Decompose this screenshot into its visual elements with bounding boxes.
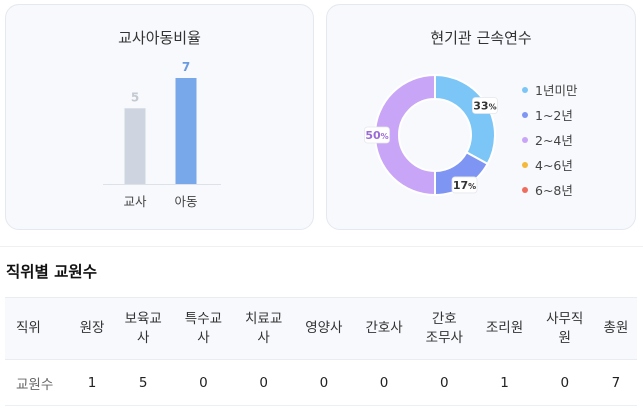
tenure-legend-item: 4~6년 [522, 152, 577, 177]
staff-table-header: 직위 원장 보육교 사 특수교 사 치료교 사 영양사 간호사 간호 조무사 조리원 사무직 원 총원 [5, 297, 637, 360]
tenure-legend-item: 2~4년 [522, 127, 577, 152]
staff-table-body: 교원수 1 5 0 0 0 0 0 1 0 7 [5, 359, 637, 406]
staff-table-header-cell: 간호 조무사 [414, 297, 475, 360]
staff-table-cell: 7 [594, 359, 637, 406]
staff-table-header-cell: 직위 [5, 297, 71, 360]
tenure-legend-label: 1년미만 [535, 83, 578, 98]
tenure-legend-item: 6~8년 [522, 177, 577, 202]
ratio-bar-chart: 5 교사 7 아동 [103, 60, 221, 209]
staff-table-cell: 0 [534, 359, 595, 406]
legend-dot-icon [522, 161, 528, 168]
legend-dot-icon [522, 111, 528, 118]
svg-text:50%: 50% [365, 129, 388, 142]
svg-text:17%: 17% [453, 179, 476, 192]
legend-dot-icon [522, 186, 528, 193]
ratio-category-label: 교사 [123, 194, 147, 209]
staff-table-header-cell: 총원 [594, 297, 637, 360]
ratio-category-label: 아동 [174, 194, 197, 209]
staff-table-cell: 1 [474, 359, 535, 406]
staff-table-cell: 0 [414, 359, 475, 406]
staff-table-cell: 5 [113, 359, 174, 406]
staff-table-header-cell: 영양사 [293, 297, 354, 360]
staff-table-cell: 1 [71, 359, 114, 406]
tenure-legend-label: 6~8년 [535, 183, 573, 198]
staff-table-header-cell: 간호사 [353, 297, 415, 360]
tenure-legend: 1년미만 1~2년 2~4년 4~6년 6~8년 [522, 77, 577, 202]
tenure-donut-slice [374, 73, 436, 197]
tenure-legend-label: 4~6년 [535, 158, 573, 173]
staff-section-title: 직위별 교원수 [6, 263, 97, 281]
teacher-child-ratio-card: 교사아동비율 5 교사 7 아동 [5, 4, 314, 230]
svg-text:33%: 33% [473, 99, 496, 112]
ratio-bar-value: 7 [182, 60, 190, 74]
tenure-legend-item: 1년미만 [522, 77, 577, 102]
tenure-slice-label: 50% [364, 126, 390, 144]
ratio-bar [124, 108, 146, 184]
legend-dot-icon [522, 86, 528, 93]
tenure-donut-chart: 33% 17% 50% [364, 73, 498, 197]
tenure-slice-label: 33% [472, 97, 498, 114]
tenure-slice-label: 17% [451, 176, 478, 194]
staff-table-header-cell: 조리원 [474, 297, 535, 360]
staff-table-header-cell: 치료교 사 [233, 297, 294, 360]
staff-table-cell: 0 [233, 359, 294, 406]
tenure-donut-slice [434, 73, 496, 166]
tenure-card: 현기관 근속연수 33% 17% 50% 1년미만 1~2년 2~4년 4~6년 6~8년 [326, 4, 636, 230]
tenure-card-title: 현기관 근속연수 [430, 29, 532, 47]
staff-table-header-cell: 특수교 사 [173, 297, 234, 360]
staff-table-cell: 교원수 [5, 359, 71, 406]
tenure-legend-label: 1~2년 [535, 108, 573, 123]
staff-table-header-cell: 보육교 사 [113, 297, 174, 360]
staff-table-header-cell: 원장 [71, 297, 114, 360]
staff-table-header-cell: 사무직 원 [534, 297, 595, 360]
tenure-legend-item: 1~2년 [522, 102, 577, 127]
ratio-bar-value: 5 [131, 90, 139, 104]
table-row: 교원수 1 5 0 0 0 0 0 1 0 7 [5, 359, 637, 406]
tenure-legend-label: 2~4년 [535, 133, 573, 148]
staff-table-cell: 0 [353, 359, 415, 406]
section-divider [0, 246, 643, 247]
ratio-card-title: 교사아동비율 [118, 29, 201, 47]
ratio-bar [175, 78, 197, 184]
staff-table: 직위 원장 보육교 사 특수교 사 치료교 사 영양사 간호사 간호 조무사 조리원 사무직 원 총원 교원수… [5, 297, 637, 406]
staff-table-cell: 0 [293, 359, 354, 406]
legend-dot-icon [522, 136, 528, 143]
staff-table-cell: 0 [173, 359, 234, 406]
